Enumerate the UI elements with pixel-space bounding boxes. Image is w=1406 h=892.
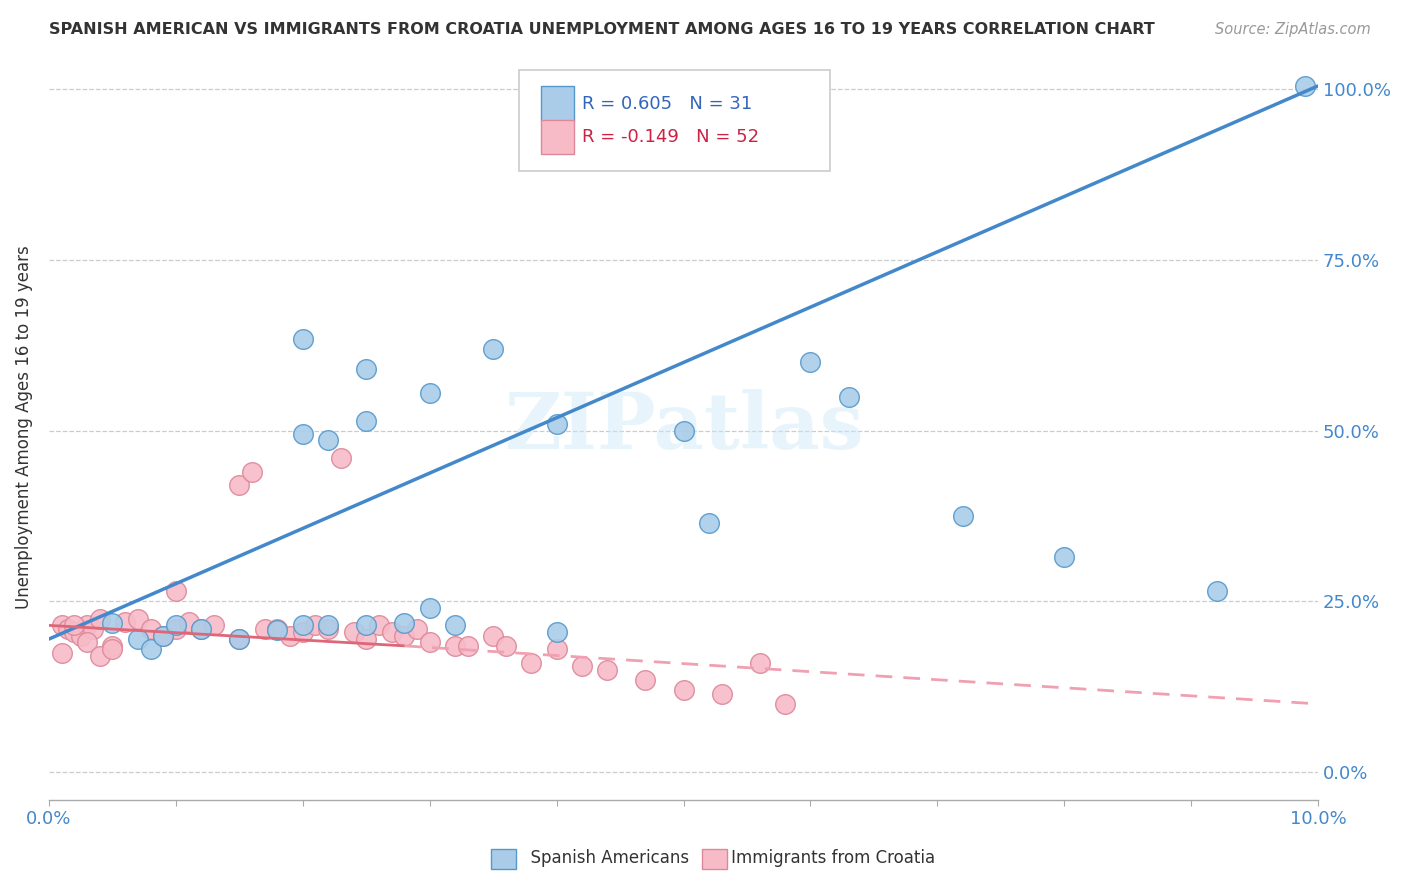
Point (520, 656, 543, 670)
Point (165, 618, 187, 632)
Text: R = -0.149   N = 52: R = -0.149 N = 52 (582, 128, 759, 146)
Point (228, 478, 250, 492)
Point (482, 342, 505, 356)
Point (596, 663, 619, 677)
Point (291, 427, 314, 442)
FancyBboxPatch shape (519, 70, 830, 170)
Point (127, 632, 149, 646)
Point (101, 639, 124, 653)
Point (190, 622, 212, 636)
Point (697, 516, 720, 530)
Point (177, 615, 200, 629)
Point (76, 618, 98, 632)
Point (342, 625, 364, 640)
Point (82, 622, 104, 636)
Point (546, 417, 568, 431)
Point (291, 332, 314, 346)
Point (773, 697, 796, 711)
Point (89, 611, 111, 625)
Point (394, 616, 416, 631)
Point (291, 618, 314, 632)
Point (381, 625, 404, 640)
Point (266, 622, 288, 636)
FancyBboxPatch shape (541, 87, 575, 120)
Point (190, 622, 212, 636)
Point (546, 625, 568, 640)
Point (672, 424, 695, 438)
Point (952, 509, 974, 524)
Point (329, 451, 352, 466)
Point (291, 625, 314, 640)
Point (152, 629, 174, 643)
Point (114, 615, 136, 629)
Text: SPANISH AMERICAN VS IMMIGRANTS FROM CROATIA UNEMPLOYMENT AMONG AGES 16 TO 19 YEA: SPANISH AMERICAN VS IMMIGRANTS FROM CROA… (49, 22, 1154, 37)
Point (101, 642, 124, 657)
Point (444, 618, 467, 632)
Point (304, 618, 326, 632)
Point (316, 622, 339, 636)
Point (482, 629, 505, 643)
Point (228, 632, 250, 646)
Point (165, 584, 187, 599)
FancyBboxPatch shape (541, 120, 575, 154)
Point (202, 618, 225, 632)
Point (495, 639, 517, 653)
Point (419, 635, 441, 649)
Point (139, 642, 162, 657)
Point (419, 601, 441, 615)
Point (76, 635, 98, 649)
Point (240, 465, 263, 479)
Point (127, 611, 149, 625)
Point (546, 642, 568, 657)
Point (356, 618, 378, 632)
Point (316, 433, 339, 447)
Point (571, 659, 593, 673)
Text: Spanish Americans        Immigrants from Croatia: Spanish Americans Immigrants from Croati… (499, 849, 935, 867)
Text: ZIPatlas: ZIPatlas (503, 389, 863, 466)
Point (838, 390, 860, 404)
Point (51, 618, 73, 632)
Point (634, 673, 657, 687)
Text: R = 0.605   N = 31: R = 0.605 N = 31 (582, 95, 752, 112)
Point (368, 618, 391, 632)
Point (63, 625, 86, 640)
Point (748, 656, 770, 670)
Point (89, 649, 111, 664)
Point (1053, 550, 1076, 565)
Point (165, 622, 187, 636)
Point (710, 687, 733, 701)
Point (799, 355, 821, 369)
Point (356, 413, 378, 427)
Point (69, 629, 91, 643)
Point (1294, 78, 1316, 93)
Point (266, 623, 288, 637)
Point (139, 622, 162, 636)
Point (51, 646, 73, 660)
Point (101, 616, 124, 631)
Text: Source: ZipAtlas.com: Source: ZipAtlas.com (1215, 22, 1371, 37)
Point (457, 639, 479, 653)
Point (406, 622, 429, 636)
Point (228, 632, 250, 646)
Point (56, 622, 79, 636)
Point (444, 639, 467, 653)
Point (356, 362, 378, 376)
Y-axis label: Unemployment Among Ages 16 to 19 years: Unemployment Among Ages 16 to 19 years (15, 245, 32, 609)
Point (278, 629, 301, 643)
Point (253, 622, 276, 636)
Point (316, 618, 339, 632)
Point (356, 632, 378, 646)
Point (152, 629, 174, 643)
Point (394, 629, 416, 643)
Point (419, 386, 441, 401)
Point (672, 683, 695, 698)
Point (1205, 584, 1227, 599)
Point (63, 618, 86, 632)
